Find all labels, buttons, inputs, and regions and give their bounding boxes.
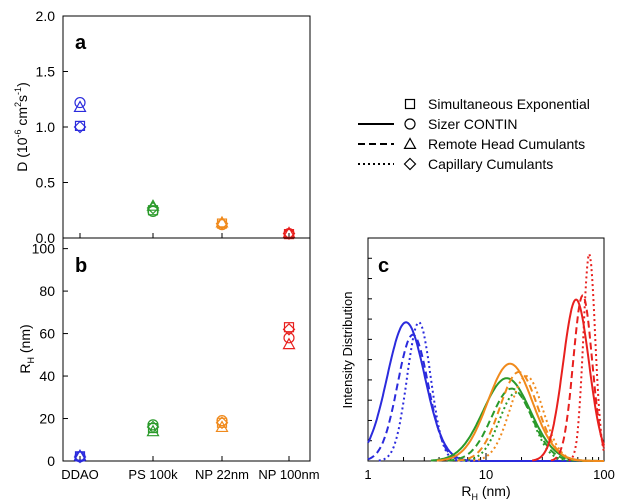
panel-b-y-ticks: 0 20 40 60 80 100 (32, 241, 68, 469)
panel-a-marker-diamond (146, 201, 160, 215)
panel-a-marker-triangle (282, 226, 296, 239)
panel-a-markers (73, 96, 296, 240)
panel-c-x-tick-label: 1 (364, 467, 371, 482)
panel-a-marker-triangle (73, 100, 87, 113)
panel-b-x-tick-label: NP 100nm (258, 467, 319, 482)
panel-c-curve-ps-100k-solid (430, 377, 604, 462)
panel-c-curve-ps-100k-dotted (463, 391, 604, 462)
panel-b-marker-circle (216, 415, 228, 427)
panel-c-curves (367, 250, 605, 462)
panel-a-y-label: D (10-6 cm2s-1) (13, 82, 30, 172)
panel-c-label: c (378, 255, 389, 277)
panel-b-y-tick-label: 80 (39, 283, 55, 299)
legend-label: Remote Head Cumulants (428, 136, 585, 152)
panel-c-y-label: Intensity Distribution (340, 291, 355, 408)
panel-b-y-label: RH (nm) (17, 324, 36, 373)
panel-a-marker-triangle (215, 215, 229, 228)
panel-a-marker-diamond (282, 227, 296, 240)
panel-b-y-tick-label: 20 (39, 411, 55, 427)
panel-c-curve-np-100nm-solid (532, 298, 605, 462)
panel-a-marker-circle (147, 205, 159, 217)
panel-b-marker-triangle (73, 448, 87, 461)
panel-c-curve-ps-100k-dashed (447, 387, 604, 462)
panel-b-x-tick-label: DDAO (61, 467, 99, 482)
panel-b-y-tick-label: 60 (39, 326, 55, 342)
legend-marker-triangle (403, 137, 417, 149)
legend-label: Simultaneous Exponential (428, 96, 590, 112)
legend: Simultaneous Exponential Sizer CONTIN Remo… (358, 96, 590, 172)
panel-a-marker-diamond (73, 120, 87, 134)
legend-label: Sizer CONTIN (428, 116, 517, 132)
panel-b-marker-diamond (73, 450, 87, 464)
panel-b-x-ticks: DDAO PS 100k NP 22nm NP 100nm (61, 456, 320, 482)
panel-b-frame (62, 237, 311, 462)
panel-b-marker-diamond (146, 420, 160, 434)
panel-b-y-tick-label: 100 (32, 241, 56, 257)
panel-b-markers (73, 322, 296, 464)
panel-b-y-tick-label: 40 (39, 368, 55, 384)
panel-b-x-tick-label: NP 22nm (195, 467, 249, 482)
legend-marker-square (404, 98, 416, 110)
panel-a-label: a (75, 32, 87, 54)
panel-a-marker-circle (74, 96, 86, 109)
panel-b-label: b (75, 255, 87, 277)
panel-a: a 0.0 0.5 1.0 1.5 2.0 D (10-6 cm2s-1) (13, 8, 311, 246)
panel-b-x-tick-label: PS 100k (128, 467, 178, 482)
panel-b-y-tick-label: 0 (47, 453, 55, 469)
panel-c-curve-np-22nm-dashed (457, 371, 604, 462)
panel-a-y-tick-label: 1.0 (36, 119, 56, 135)
panel-c: c 1 10 100 Intensity Distribution RH (nm) (340, 237, 615, 501)
panel-a-y-tick-label: 0.5 (36, 175, 56, 191)
panel-c-curve-np-22nm-dotted (473, 375, 604, 462)
panel-c-frame (367, 237, 605, 462)
panel-c-x-tick-label: 10 (479, 467, 493, 482)
panel-b-marker-triangle (215, 420, 229, 433)
panel-a-y-tick-label: 0.0 (36, 230, 56, 246)
panel-c-x-label: RH (nm) (461, 483, 510, 501)
panel-b-marker-diamond (282, 322, 296, 336)
legend-label: Capillary Cumulants (428, 156, 553, 172)
panel-c-x-tick-label: 100 (593, 467, 615, 482)
panel-b-marker-square (283, 322, 295, 333)
panel-b: b 0 20 40 60 80 100 DDAO PS 100k NP 22nm NP 100n… (17, 237, 320, 482)
panel-b-marker-triangle (146, 424, 160, 437)
panel-c-x-ticks: 1 10 100 (364, 257, 615, 482)
panel-a-marker-diamond (215, 217, 229, 230)
panel-a-y-tick-label: 2.0 (36, 8, 56, 24)
panel-c-curve-np-100nm-dotted (568, 250, 605, 462)
legend-marker-circle (404, 118, 416, 130)
panel-b-marker-circle (283, 332, 295, 344)
panel-b-marker-circle (147, 419, 159, 431)
panel-a-frame (62, 15, 311, 239)
panel-c-curve-np-100nm-dashed (550, 294, 605, 462)
panel-a-y-ticks: 0.0 0.5 1.0 1.5 2.0 (36, 8, 290, 246)
panel-b-marker-diamond (215, 416, 229, 430)
legend-marker-diamond (403, 157, 417, 171)
panel-b-marker-triangle (282, 337, 296, 350)
panel-a-y-tick-label: 1.5 (36, 64, 56, 80)
